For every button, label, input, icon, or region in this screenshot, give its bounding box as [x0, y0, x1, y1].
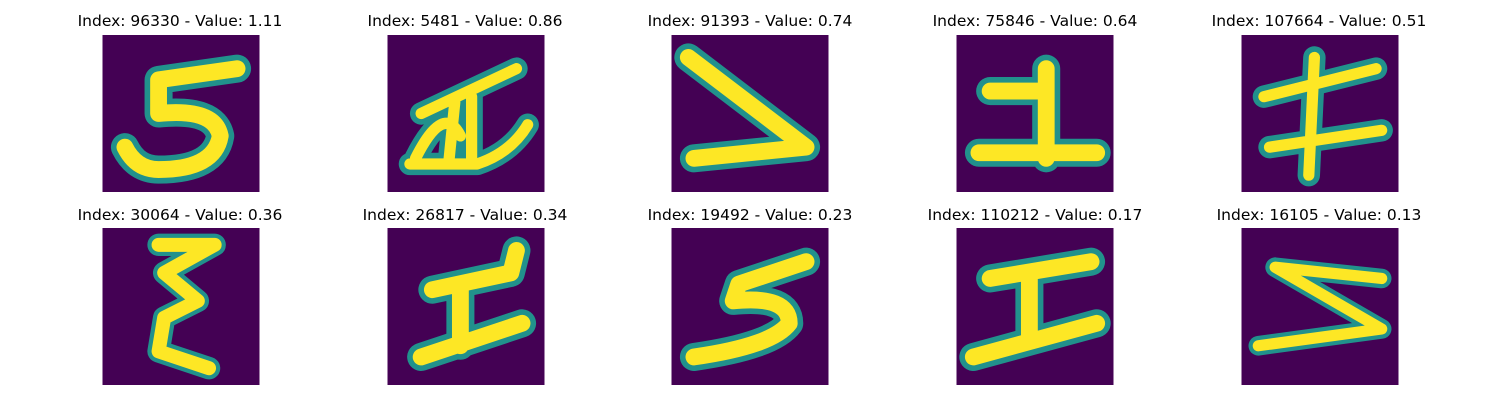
tile-title-8: Index: 19492 - Value: 0.23	[647, 206, 853, 224]
tile-title-1: Index: 96330 - Value: 1.11	[77, 12, 283, 30]
tile-image-7	[387, 228, 545, 385]
tile-image-2	[387, 35, 545, 192]
tile-title-2: Index: 5481 - Value: 0.86	[367, 12, 563, 30]
tile-image-10	[1241, 228, 1399, 385]
tile-title-6: Index: 30064 - Value: 0.36	[77, 206, 283, 224]
tile-image-1	[102, 35, 260, 192]
tile-image-4	[956, 35, 1114, 192]
tile-title-5: Index: 107664 - Value: 0.51	[1211, 12, 1427, 30]
tile-image-5	[1241, 35, 1399, 192]
tile-title-3: Index: 91393 - Value: 0.74	[647, 12, 853, 30]
tile-image-8	[671, 228, 829, 385]
tile-title-9: Index: 110212 - Value: 0.17	[927, 206, 1143, 224]
tile-title-10: Index: 16105 - Value: 0.13	[1216, 206, 1422, 224]
tile-title-7: Index: 26817 - Value: 0.34	[362, 206, 568, 224]
tile-image-6	[102, 228, 260, 385]
tile-image-9	[956, 228, 1114, 385]
tile-image-3	[671, 35, 829, 192]
tile-title-4: Index: 75846 - Value: 0.64	[932, 12, 1138, 30]
